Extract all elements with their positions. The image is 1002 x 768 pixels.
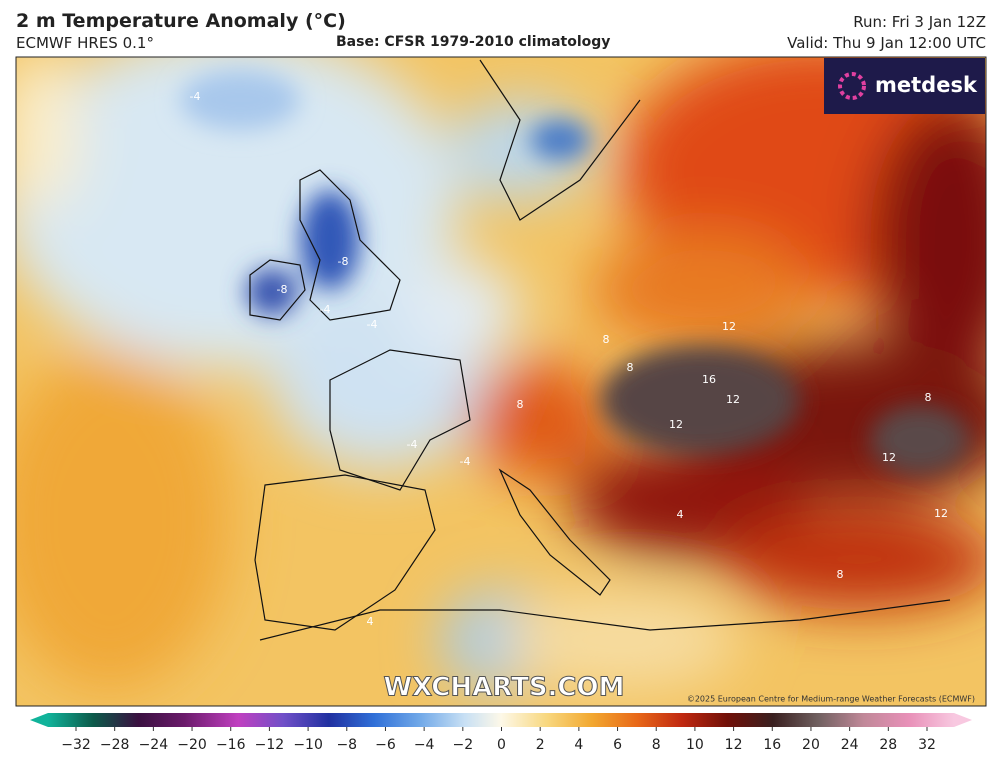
colorbar-tick-label: 12 [725, 737, 743, 753]
contour-label: -4 [190, 90, 201, 103]
hot-turkey [720, 510, 986, 610]
coast-ireland [249, 259, 306, 321]
contour-label: 4 [677, 508, 684, 521]
colorbar-tick-label: 20 [802, 737, 820, 753]
contour-label: 16 [702, 373, 716, 386]
contour-label: 8 [837, 568, 844, 581]
model: ECMWF HRES 0.1° [16, 34, 154, 52]
watermark: WXCHARTS.COM [383, 673, 624, 703]
coast-france [329, 349, 471, 491]
colorbar-tick-label: 8 [652, 737, 661, 753]
coast-africa [259, 599, 951, 641]
colorbar-tick-label: 6 [613, 737, 622, 753]
colorbar-tick-label: 4 [574, 737, 583, 753]
colorbar-tick-label: −28 [100, 737, 130, 753]
contour-label: 4 [367, 615, 374, 628]
base: Base: CFSR 1979-2010 climatology [336, 34, 611, 50]
credit: ©2025 European Centre for Medium-range W… [687, 695, 975, 704]
contour-label: -4 [320, 303, 331, 316]
coast-scandinavia [479, 59, 641, 221]
colorbar-tick-label: 32 [918, 737, 936, 753]
colorbar-tick-label: −20 [177, 737, 207, 753]
colorbar-tick-label: −12 [255, 737, 285, 753]
cool-north [180, 70, 300, 130]
colorbar-tick-label: 24 [841, 737, 859, 753]
valid: Valid: Thu 9 Jan 12:00 UTC [787, 34, 986, 52]
cold-sweden [530, 120, 590, 160]
field-cores [180, 70, 970, 475]
colorbar-tick-label: −10 [293, 737, 323, 753]
colorbar-tick-label: 2 [536, 737, 545, 753]
logo-icon [838, 72, 866, 100]
anomaly-field: -4 -4 -8 -8 -4 -4 -4 12 16 12 12 8 8 12 8 8 12 8 4 4 [16, 57, 986, 706]
colorbar-tick-label: −2 [452, 737, 473, 753]
contour-label: 12 [882, 451, 896, 464]
core-east [870, 405, 970, 475]
warm-atlantic [16, 350, 230, 690]
colorbar-tick-label: 16 [763, 737, 781, 753]
contour-label: -8 [338, 255, 349, 268]
contour-label: 12 [726, 393, 740, 406]
contour-label: 12 [934, 507, 948, 520]
colorbar [48, 713, 954, 727]
contour-label: 8 [925, 391, 932, 404]
contour-label: -4 [407, 438, 418, 451]
contour-label: 8 [517, 398, 524, 411]
colorbar-tick-label: −32 [61, 737, 91, 753]
title: 2 m Temperature Anomaly (°C) [16, 10, 346, 32]
run: Run: Fri 3 Jan 12Z [853, 13, 986, 31]
logo-text: metdesk [875, 73, 978, 97]
contour-label: 8 [603, 333, 610, 346]
contour-labels: -4 -4 -8 -8 -4 -4 -4 12 16 12 12 8 8 12 8 8 12 8 4 4 [190, 90, 948, 628]
contour-label: -4 [460, 455, 471, 468]
contour-label: 12 [669, 418, 683, 431]
coast-italy [498, 468, 611, 596]
cold-uk [300, 190, 360, 290]
contour-label: 12 [722, 320, 736, 333]
map-frame [15, 56, 987, 707]
logo-box [824, 58, 985, 114]
contour-label: 8 [627, 361, 634, 374]
cold-ireland [246, 268, 298, 316]
pale-west [16, 57, 80, 210]
colorbar-ticks: −32 −28 −24 −20 −16 −12 −10 −8 −6 −4 −2 0 2 4 6 8 10 12 16… [61, 727, 936, 753]
colorbar-tick-label: −4 [414, 737, 435, 753]
core-hungary [600, 345, 800, 455]
colorbar-tick-label: −6 [375, 737, 396, 753]
colorbar-tick-label: −8 [336, 737, 357, 753]
colorbar-high-end [954, 713, 972, 727]
coast-britain [299, 169, 401, 321]
colorbar-tick-label: 28 [879, 737, 897, 753]
colorbar-tick-label: 10 [686, 737, 704, 753]
cool-germany [400, 260, 520, 360]
contour-label: -4 [367, 318, 378, 331]
colorbar-tick-label: −16 [216, 737, 246, 753]
contour-label: -8 [277, 283, 288, 296]
hot-east [870, 100, 986, 380]
cool-atlantic [16, 57, 460, 370]
coastlines [249, 59, 951, 641]
colorbar-tick-label: −24 [139, 737, 169, 753]
colorbar-low-end [30, 713, 48, 727]
colorbar-tick-label: 0 [497, 737, 506, 753]
warm-alps [470, 360, 610, 480]
pale-med [500, 590, 740, 690]
warm-poland [590, 230, 810, 350]
